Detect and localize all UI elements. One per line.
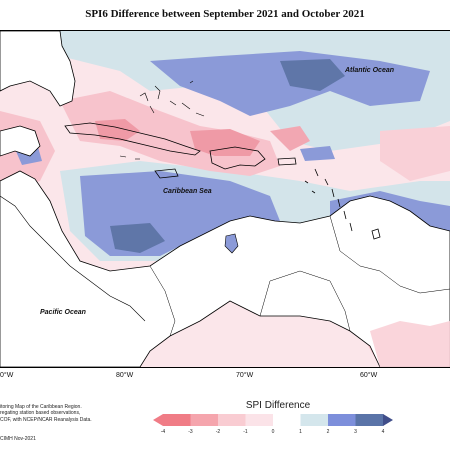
land-central-south-america <box>0 170 450 367</box>
puerto-rico <box>277 157 297 166</box>
lon-label-70w: 70°W <box>236 372 254 379</box>
small-islands <box>119 80 194 160</box>
caribbean-sea-label: Caribbean Sea <box>163 188 212 195</box>
legend-swatch <box>163 414 191 426</box>
map-canvas: Atlantic Ocean Caribbean Sea Pacific Oce… <box>0 31 450 367</box>
lake-maracaibo <box>224 233 239 254</box>
pink-region-atlantic <box>380 126 450 181</box>
source-note-line: COF, with NCEP/NCAR Reanalysis Data. <box>0 416 92 423</box>
legend-swatch <box>218 414 246 426</box>
legend-tick-label: 1 <box>299 429 302 435</box>
legend-arrow-right <box>383 414 393 426</box>
pacific-ocean-label: Pacific Ocean <box>40 309 86 316</box>
lon-label-60w: 60°W <box>360 372 378 379</box>
legend-swatch <box>328 414 356 426</box>
land-yucatan <box>0 125 41 157</box>
source-note: itoring Map of the Caribbean Region. reg… <box>0 404 120 423</box>
legend-swatch <box>300 414 329 426</box>
hispaniola <box>209 146 266 170</box>
legend-tick-label: -2 <box>215 429 221 435</box>
legend-swatch <box>245 414 274 426</box>
legend-tick-label: 3 <box>354 429 357 435</box>
legend-title: SPI Difference <box>245 400 311 411</box>
jamaica <box>154 168 179 179</box>
spi-difference-map: Atlantic Ocean Caribbean Sea Pacific Oce… <box>0 30 450 368</box>
copyright-text: CIMH Nov-2021 <box>0 436 36 442</box>
atlantic-ocean-label: Atlantic Ocean <box>344 67 394 74</box>
dark-blue-core-atlantic <box>280 59 345 91</box>
lesser-antilles <box>304 168 381 240</box>
legend-tick-label: -3 <box>188 429 193 435</box>
map-title: SPI6 Difference between September 2021 a… <box>85 8 365 20</box>
land-shading-south <box>370 321 450 367</box>
legend-tick-label: 2 <box>326 429 330 435</box>
legend-swatch <box>190 414 219 426</box>
legend-arrow-left <box>153 414 163 426</box>
country-borders <box>149 215 450 337</box>
legend-tick-label: 0 <box>271 429 275 435</box>
dark-blue-core-caribbean <box>110 223 165 253</box>
legend-tick-label: -1 <box>243 429 248 435</box>
legend-tick-label: 4 <box>381 429 385 435</box>
central-america-coast <box>0 195 146 322</box>
darker-pink-hotspot-2 <box>190 129 260 156</box>
bahamas-islands <box>139 85 205 117</box>
legend-colorbar <box>153 414 393 426</box>
source-note-line: regating station based observations, <box>0 410 81 417</box>
lon-label-90w: 0°W <box>0 372 14 379</box>
lon-label-80w: 80°W <box>116 372 134 379</box>
legend-swatch <box>273 414 301 426</box>
darker-pink-hotspot-3 <box>270 126 310 151</box>
cuba <box>64 122 201 156</box>
darker-pink-hotspot <box>95 119 140 141</box>
land-north-america <box>0 31 76 107</box>
source-note-line: itoring Map of the Caribbean Region. <box>0 404 82 410</box>
blue-region-small-2 <box>300 146 335 161</box>
legend-tick-label: -4 <box>160 429 166 435</box>
legend-swatch <box>355 414 384 426</box>
